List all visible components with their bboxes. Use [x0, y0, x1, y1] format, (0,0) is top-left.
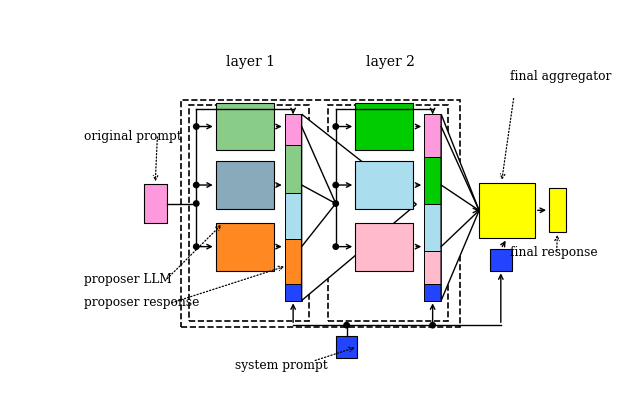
Circle shape: [333, 182, 339, 188]
Polygon shape: [441, 114, 479, 300]
Bar: [424, 114, 441, 157]
Bar: [143, 184, 167, 223]
Text: layer 2: layer 2: [365, 55, 415, 69]
Text: original prompt: original prompt: [84, 130, 182, 143]
Bar: [424, 251, 441, 284]
Circle shape: [193, 201, 199, 206]
Bar: [180, 100, 460, 327]
Bar: [336, 336, 358, 357]
Circle shape: [333, 124, 339, 129]
Bar: [424, 204, 441, 251]
Bar: [355, 161, 413, 209]
Bar: [285, 284, 301, 300]
Bar: [285, 114, 301, 145]
Circle shape: [333, 201, 339, 206]
Text: proposer LLM: proposer LLM: [84, 273, 172, 286]
Polygon shape: [301, 114, 417, 300]
Bar: [216, 103, 274, 150]
Bar: [355, 223, 413, 271]
Bar: [216, 161, 274, 209]
Bar: [285, 145, 301, 193]
Bar: [355, 103, 413, 150]
Circle shape: [193, 182, 199, 188]
Text: system prompt: system prompt: [235, 359, 328, 372]
Text: layer 1: layer 1: [226, 55, 275, 69]
Circle shape: [344, 323, 349, 328]
Text: final response: final response: [510, 246, 598, 259]
Bar: [328, 105, 448, 321]
Bar: [479, 183, 535, 238]
Bar: [424, 157, 441, 204]
Bar: [549, 188, 566, 232]
Circle shape: [193, 124, 199, 129]
Circle shape: [430, 323, 435, 328]
Bar: [189, 105, 308, 321]
Bar: [216, 223, 274, 271]
Circle shape: [333, 244, 339, 249]
Text: final aggregator: final aggregator: [510, 70, 611, 83]
Bar: [490, 249, 511, 271]
Text: proposer response: proposer response: [84, 296, 199, 309]
Bar: [285, 239, 301, 284]
Bar: [285, 193, 301, 239]
Circle shape: [193, 244, 199, 249]
Bar: [424, 284, 441, 300]
